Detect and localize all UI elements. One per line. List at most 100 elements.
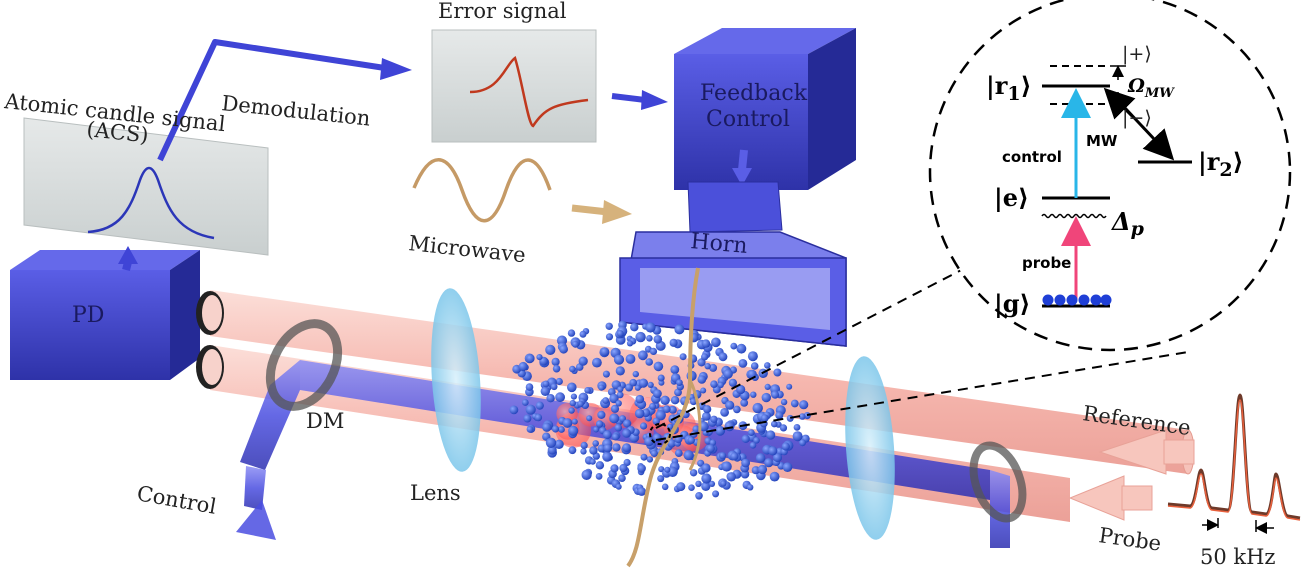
atom: [766, 430, 776, 440]
atom: [697, 358, 706, 367]
atom: [536, 354, 543, 361]
feedback-label-line2: Control: [706, 107, 790, 132]
microwave-wave-icon: [412, 158, 552, 223]
atom: [779, 424, 788, 432]
error-signal-panel: [431, 29, 597, 143]
atom: [525, 404, 536, 415]
atom: [775, 411, 784, 420]
atom: [649, 347, 658, 355]
atom: [721, 461, 732, 472]
atom: [526, 354, 535, 363]
atom: [738, 359, 748, 368]
atom: [645, 358, 653, 366]
atom: [670, 365, 680, 374]
atom: [674, 388, 682, 397]
atom: [603, 443, 613, 453]
atom: [683, 450, 694, 461]
plus-state-label: |+⟩: [1122, 43, 1152, 65]
g-label: |g⟩: [994, 289, 1030, 318]
atom: [540, 386, 550, 396]
atom: [701, 353, 709, 361]
atom: [689, 469, 698, 477]
atom: [706, 444, 715, 453]
dichroic-mirror-right: [969, 441, 1027, 523]
atom: [712, 490, 720, 498]
error-signal-label: Error signal: [438, 0, 567, 23]
atom: [646, 456, 654, 463]
atom: [752, 402, 763, 414]
atom: [593, 426, 600, 433]
atom: [605, 333, 614, 341]
atom: [550, 383, 558, 391]
atom: [645, 322, 656, 333]
atom: [751, 466, 760, 475]
atom: [764, 458, 774, 468]
atom: [799, 400, 809, 410]
atom: [518, 361, 528, 372]
atom: [717, 381, 724, 389]
atom: [644, 436, 654, 447]
acs-panel: [23, 117, 269, 256]
atom: [780, 398, 788, 406]
atom: [615, 400, 622, 407]
atom: [581, 469, 592, 480]
atom: [542, 422, 552, 432]
atom: [558, 426, 565, 433]
atom: [577, 400, 584, 408]
atom: [632, 370, 639, 378]
atom: [640, 422, 648, 430]
atom: [786, 383, 793, 390]
atom-cloud: [509, 320, 811, 500]
atom: [701, 473, 712, 484]
atom: [572, 340, 579, 348]
atom: [709, 363, 718, 372]
atom: [569, 365, 576, 373]
atom: [793, 424, 801, 431]
feedback-control-box: Feedback Control: [674, 28, 856, 190]
atom: [718, 352, 728, 362]
atom: [771, 390, 780, 399]
atom: [622, 428, 632, 438]
atom: [701, 481, 711, 491]
atom: [674, 324, 685, 335]
atom: [661, 483, 669, 491]
atom: [605, 322, 613, 330]
atom: [704, 363, 711, 370]
atom: [720, 480, 727, 487]
atom: [616, 391, 624, 399]
atom: [609, 393, 619, 404]
atom: [584, 387, 591, 394]
atom: [695, 492, 703, 500]
pd-window-upper: [196, 291, 224, 335]
atom: [580, 441, 588, 449]
atom: [638, 378, 649, 388]
horn-label: Horn: [689, 229, 748, 259]
atom: [647, 381, 654, 388]
atom: [634, 384, 641, 391]
atom: [635, 394, 645, 404]
atom: [559, 344, 568, 354]
control-label: Control: [135, 481, 218, 519]
atom: [637, 487, 646, 496]
energy-level-inset: |r1⟩ |r2⟩ |+⟩ |−⟩ ΩMW MW control |e⟩ Δp …: [928, 0, 1292, 352]
atom: [611, 433, 620, 441]
probe-label: Probe: [1097, 523, 1162, 555]
atom: [755, 453, 766, 463]
atom: [657, 475, 665, 483]
atom: [669, 338, 678, 347]
horn-antenna: Horn: [619, 181, 847, 347]
atom: [757, 464, 768, 475]
atom: [630, 323, 639, 332]
microwave-to-horn-arrow: [571, 200, 632, 224]
atom: [740, 399, 749, 407]
atom: [634, 408, 645, 419]
atom: [741, 434, 750, 443]
atom: [650, 449, 658, 458]
atom: [676, 379, 683, 386]
atom: [600, 347, 610, 357]
atom: [554, 439, 564, 449]
atom: [652, 417, 660, 425]
atom: [761, 392, 771, 403]
atom: [710, 415, 718, 423]
r2-label: |r2⟩: [1198, 147, 1244, 181]
